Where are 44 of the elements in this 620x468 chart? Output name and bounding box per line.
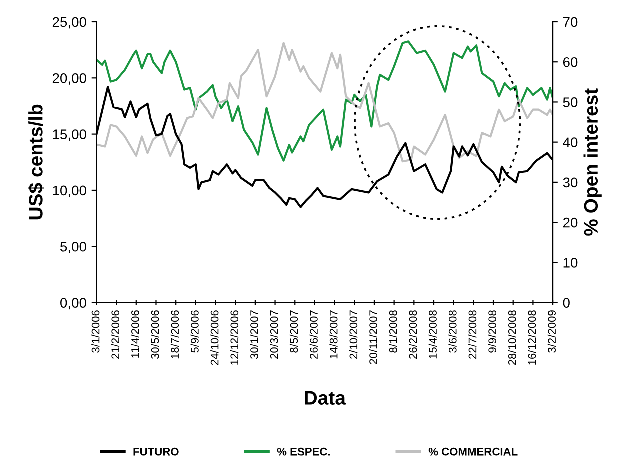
x-tick-label: 5/9/2006: [190, 310, 199, 353]
x-tick-label: 30/1/2007: [250, 310, 258, 360]
y2-tick-label: 30: [563, 178, 578, 188]
x-tick-label: 26/2/2008: [408, 310, 418, 359]
x-tick-label: 20/3/2007: [270, 310, 278, 359]
x-tick-label: 3/2/2009: [548, 310, 556, 353]
x-tick-label: 15/4/2008: [428, 310, 437, 359]
y2-axis-title: % Open interest: [584, 88, 602, 236]
y2-tick-label: 50: [563, 98, 578, 108]
y2-tick-label: 10: [564, 258, 578, 268]
x-tick-label: 20/11/2007: [369, 310, 378, 364]
x-tick-label: 24/10/2006: [210, 310, 219, 366]
x-tick-label: 26/6/2007: [310, 310, 318, 359]
y-tick-label: 0,00: [60, 298, 86, 310]
y2-tick-label: 20: [563, 218, 578, 228]
y-tick-label: 20,00: [52, 73, 86, 85]
x-tick-label: 14/8/2007: [330, 310, 338, 359]
y-tick-label: 25,00: [52, 17, 86, 29]
x-tick-label: 3/1/2006: [92, 310, 100, 353]
x-tick-label: 28/10/2008: [508, 310, 516, 366]
x-tick-label: 2/10/2007: [349, 310, 358, 359]
x-tick-label: 11/4/2006: [131, 310, 140, 358]
y-axis-title: US$ cents/lb: [28, 104, 44, 220]
x-tick-label: 18/7/2006: [170, 310, 180, 359]
x-tick-label: 8/5/2007: [290, 310, 298, 353]
y2-tick-label: 40: [563, 138, 578, 148]
y2-tick-label: 60: [563, 57, 578, 68]
y-tick-label: 15,00: [53, 130, 86, 142]
legend-label: FUTURO: [134, 448, 179, 456]
y-tick-label: 10,00: [53, 186, 86, 198]
x-tick-label: 8/1/2008: [389, 310, 398, 353]
y2-tick-label: 0: [563, 298, 570, 308]
legend-label: % ESPEC.: [277, 448, 330, 456]
x-tick-label: 3/6/2008: [448, 310, 457, 353]
x-tick-label: 16/12/2008: [528, 310, 536, 365]
x-tick-label: 21/2/2006: [111, 310, 120, 359]
x-tick-label: 12/12/2006: [230, 310, 239, 365]
x-tick-label: 30/5/2006: [151, 310, 160, 360]
legend-label: % COMMERCIAL: [428, 448, 518, 456]
y-tick-label: 5,00: [60, 242, 86, 254]
x-tick-label: 9/9/2008: [488, 310, 497, 353]
x-axis-title: Data: [305, 391, 346, 405]
y2-tick-label: 70: [563, 17, 578, 28]
x-tick-label: 22/7/2008: [468, 310, 477, 359]
